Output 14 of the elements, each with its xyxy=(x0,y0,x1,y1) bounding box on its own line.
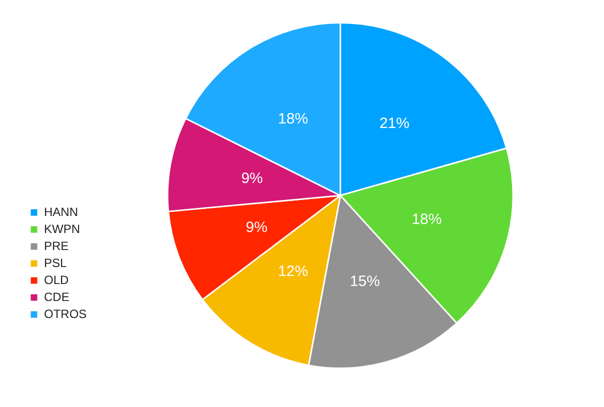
legend-label: OLD xyxy=(44,272,70,287)
data-label: 9% xyxy=(241,170,263,188)
data-label: 21% xyxy=(379,114,410,132)
data-label: 18% xyxy=(412,211,442,228)
data-label: 9% xyxy=(246,219,268,236)
legend-label: PRE xyxy=(44,238,69,253)
legend-label: CDE xyxy=(44,290,70,304)
legend-label: PSL xyxy=(44,256,68,270)
legend-label: KWPN xyxy=(44,222,80,236)
legend-label: HANN xyxy=(44,204,78,219)
data-label: 15% xyxy=(350,273,380,290)
legend-label: OTROS xyxy=(44,306,87,321)
data-label: 12% xyxy=(278,263,308,280)
data-label: 18% xyxy=(278,110,308,128)
